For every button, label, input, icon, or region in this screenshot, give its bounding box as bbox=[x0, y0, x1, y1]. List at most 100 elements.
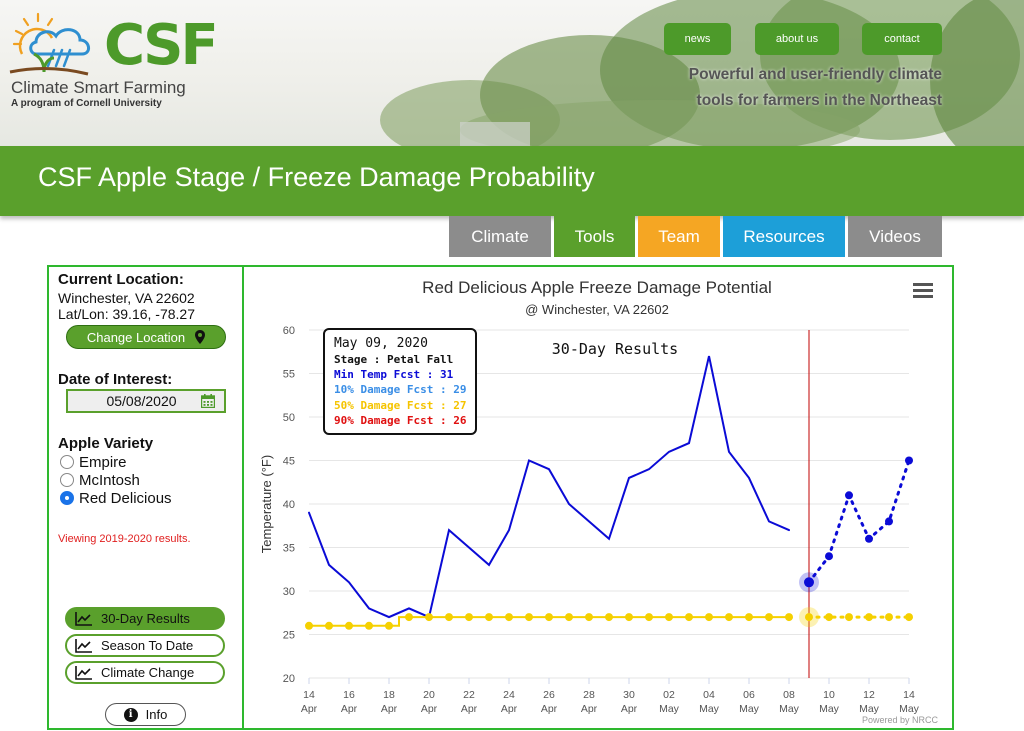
data-point-50-damage bbox=[645, 613, 653, 622]
data-point-50-damage bbox=[605, 613, 613, 622]
x-tick-label-day: 08 bbox=[783, 689, 795, 701]
season-to-date-button[interactable]: Season To Date bbox=[65, 634, 225, 657]
site-header: CSF Climate Smart Farming A program of C… bbox=[0, 0, 1024, 146]
csf-logo[interactable]: CSF Climate Smart Farming A program of C… bbox=[8, 10, 228, 120]
radio-mcintosh[interactable] bbox=[60, 473, 74, 487]
variety-option-empire[interactable]: Empire bbox=[60, 453, 127, 471]
data-point-50-damage bbox=[545, 613, 553, 622]
date-of-interest-input[interactable]: 05/08/2020 bbox=[66, 389, 226, 413]
data-point-50-damage bbox=[765, 613, 773, 622]
data-point-50-damage bbox=[305, 621, 313, 630]
info-icon: i bbox=[123, 707, 138, 722]
data-point-50-damage bbox=[425, 613, 433, 622]
x-tick-label-month: Apr bbox=[341, 703, 358, 715]
change-location-button[interactable]: Change Location bbox=[66, 325, 226, 349]
tooltip-damage-90: 90% Damage Fcst : 26 bbox=[334, 413, 467, 427]
data-point-50-damage-fcst bbox=[865, 613, 873, 622]
data-point-min-temp-fcst bbox=[845, 491, 853, 500]
hover-halo-damage bbox=[799, 607, 819, 628]
tooltip-damage-10: 10% Damage Fcst : 29 bbox=[334, 383, 467, 397]
chart-menu-icon[interactable] bbox=[913, 283, 933, 299]
nav-contact-button[interactable]: contact bbox=[862, 23, 942, 55]
x-tick-label-month: May bbox=[659, 703, 680, 715]
chart-subtitle: @ Winchester, VA 22602 bbox=[525, 302, 669, 317]
x-tick-label-day: 14 bbox=[903, 689, 915, 701]
x-tick-label-month: Apr bbox=[381, 703, 398, 715]
chart-title: Red Delicious Apple Freeze Damage Potent… bbox=[422, 278, 772, 297]
data-point-50-damage-fcst bbox=[905, 613, 913, 622]
logo-subtitle: Climate Smart Farming bbox=[11, 78, 186, 97]
variety-label-empire: Empire bbox=[79, 453, 127, 471]
x-tick-label-day: 12 bbox=[863, 689, 875, 701]
freeze-damage-chart: Red Delicious Apple Freeze Damage Potent… bbox=[259, 278, 938, 725]
radio-empire[interactable] bbox=[60, 455, 74, 469]
30-day-results-label: 30-Day Results bbox=[101, 611, 190, 626]
radio-red-delicious[interactable] bbox=[60, 491, 74, 505]
chart-panel bbox=[243, 265, 954, 730]
tooltip-damage-50: 50% Damage Fcst : 27 bbox=[334, 398, 467, 412]
x-tick-label-month: May bbox=[699, 703, 720, 715]
data-point-50-damage-fcst bbox=[885, 613, 893, 622]
options-panel bbox=[47, 265, 244, 730]
x-tick-label-day: 22 bbox=[463, 689, 475, 701]
logo-sun-cloud-icon bbox=[9, 12, 90, 76]
data-point-50-damage bbox=[505, 613, 513, 622]
tab-team[interactable]: Team bbox=[638, 216, 720, 257]
map-pin-icon bbox=[195, 330, 206, 344]
header-tagline: Powerful and user-friendly climate tools… bbox=[590, 62, 942, 114]
variety-label-mcintosh: McIntosh bbox=[79, 471, 140, 489]
y-tick-label: 30 bbox=[283, 586, 295, 598]
data-point-50-damage bbox=[385, 621, 393, 630]
tooltip-min-temp: Min Temp Fcst : 31 bbox=[334, 368, 454, 382]
variety-label-red-delicious: Red Delicious bbox=[79, 489, 172, 507]
location-latlon: Lat/Lon: 39.16, -78.27 bbox=[58, 306, 195, 322]
info-button[interactable]: i Info bbox=[105, 703, 186, 726]
data-point-50-damage bbox=[565, 613, 573, 622]
x-tick-label-day: 10 bbox=[823, 689, 835, 701]
x-tick-label-day: 16 bbox=[343, 689, 355, 701]
y-tick-label: 50 bbox=[283, 412, 295, 424]
x-tick-label-month: Apr bbox=[501, 703, 518, 715]
tab-resources[interactable]: Resources bbox=[723, 216, 845, 257]
x-tick-label-month: Apr bbox=[541, 703, 558, 715]
data-point-min-temp-fcst bbox=[885, 517, 893, 526]
variety-option-red-delicious[interactable]: Red Delicious bbox=[60, 489, 172, 507]
tooltip-date: May 09, 2020 bbox=[334, 336, 428, 351]
x-tick-label-month: May bbox=[779, 703, 800, 715]
season-to-date-label: Season To Date bbox=[101, 638, 194, 653]
x-tick-label-day: 06 bbox=[743, 689, 755, 701]
nav-about-button[interactable]: about us bbox=[755, 23, 839, 55]
data-point-50-damage bbox=[465, 613, 473, 622]
series-line-min-temp-fcst bbox=[807, 459, 911, 584]
data-point-50-damage bbox=[365, 621, 373, 630]
x-tick-label-day: 18 bbox=[383, 689, 395, 701]
y-tick-label: 45 bbox=[283, 456, 295, 468]
30-day-results-button[interactable]: 30-Day Results bbox=[65, 607, 225, 630]
x-tick-label-month: May bbox=[859, 703, 880, 715]
climate-change-button[interactable]: Climate Change bbox=[65, 661, 225, 684]
tab-climate[interactable]: Climate bbox=[449, 216, 551, 257]
data-point-50-damage bbox=[625, 613, 633, 622]
data-point-50-damage bbox=[745, 613, 753, 622]
x-tick-label-day: 26 bbox=[543, 689, 555, 701]
date-of-interest-value: 05/08/2020 bbox=[106, 393, 177, 409]
x-tick-label-day: 20 bbox=[423, 689, 435, 701]
line-chart-icon bbox=[75, 665, 92, 680]
tab-videos[interactable]: Videos bbox=[848, 216, 942, 257]
y-tick-label: 35 bbox=[283, 543, 295, 555]
data-point-50-damage bbox=[525, 613, 533, 622]
calendar-icon[interactable] bbox=[201, 394, 215, 408]
y-tick-label: 60 bbox=[283, 325, 295, 337]
variety-option-mcintosh[interactable]: McIntosh bbox=[60, 471, 140, 489]
tagline-line-1: Powerful and user-friendly climate bbox=[688, 66, 942, 83]
y-axis-label: Temperature (°F) bbox=[259, 455, 274, 553]
y-tick-label: 25 bbox=[283, 630, 295, 642]
nav-news-button[interactable]: news bbox=[664, 23, 731, 55]
location-name: Winchester, VA 22602 bbox=[58, 290, 195, 306]
x-tick-label-month: Apr bbox=[461, 703, 478, 715]
data-point-50-damage bbox=[345, 621, 353, 630]
change-location-label: Change Location bbox=[86, 329, 186, 345]
line-chart-icon bbox=[75, 638, 92, 653]
data-point-50-damage bbox=[485, 613, 493, 622]
tab-tools[interactable]: Tools bbox=[554, 216, 635, 257]
